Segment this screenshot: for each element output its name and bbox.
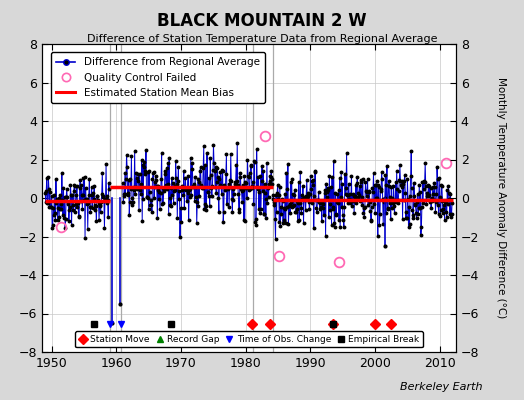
Text: Berkeley Earth: Berkeley Earth — [400, 382, 482, 392]
Text: BLACK MOUNTAIN 2 W: BLACK MOUNTAIN 2 W — [157, 12, 367, 30]
Text: Difference of Station Temperature Data from Regional Average: Difference of Station Temperature Data f… — [87, 34, 437, 44]
Y-axis label: Monthly Temperature Anomaly Difference (°C): Monthly Temperature Anomaly Difference (… — [496, 77, 506, 319]
Legend: Station Move, Record Gap, Time of Obs. Change, Empirical Break: Station Move, Record Gap, Time of Obs. C… — [75, 331, 423, 348]
